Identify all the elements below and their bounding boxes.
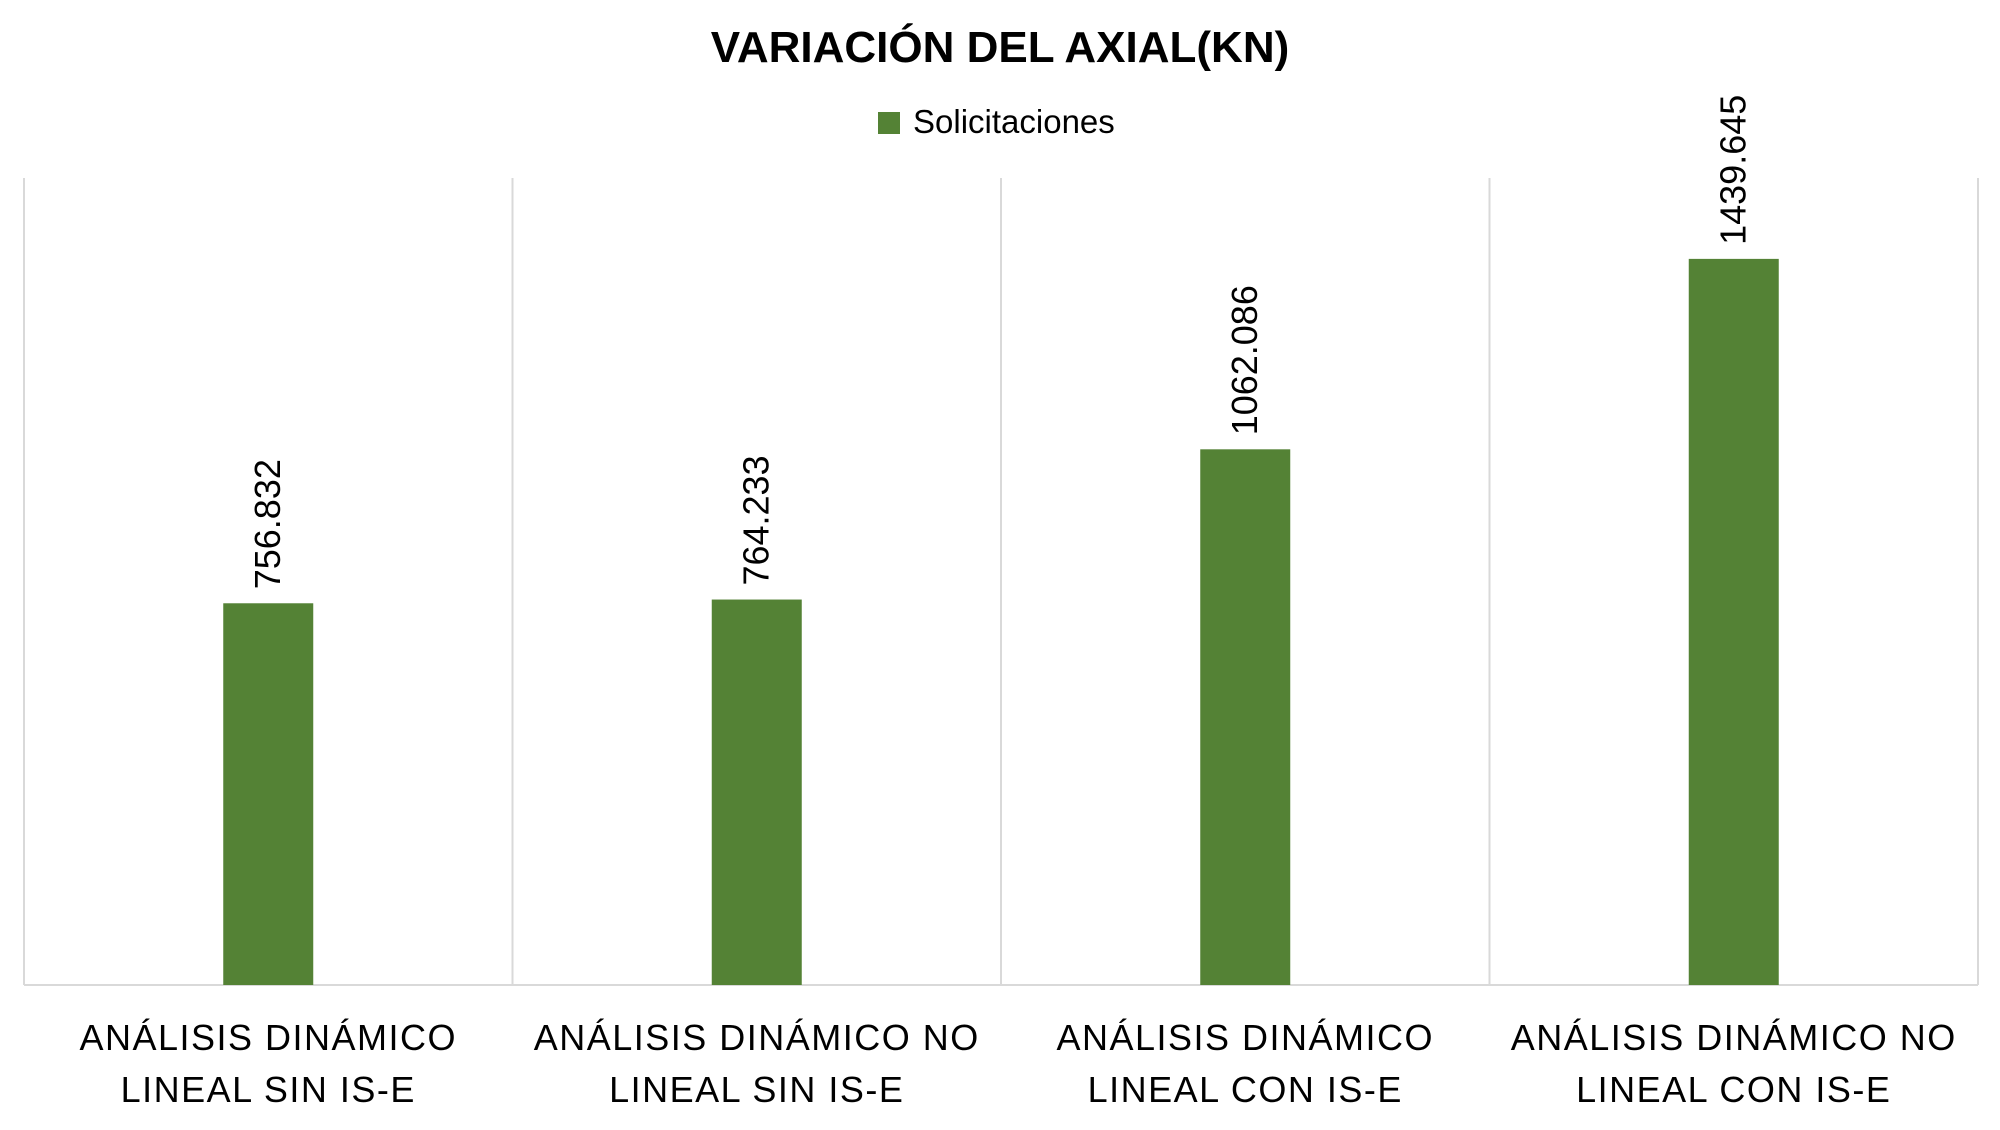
category-label-1-line-1: ANÁLISIS DINÁMICO [79, 1017, 457, 1058]
category-label-3-line-1: ANÁLISIS DINÁMICO [1056, 1017, 1434, 1058]
category-label-2-line-1: ANÁLISIS DINÁMICO NO [534, 1017, 980, 1058]
plot-area: 756.832 ANÁLISIS DINÁMICO LINEAL SIN IS-E 7… [23, 95, 1979, 1110]
legend: Solicitaciones [878, 103, 1115, 140]
legend-label-solicitaciones: Solicitaciones [913, 103, 1115, 140]
data-label-1: 756.832 [247, 459, 288, 589]
category-label-1-line-2: LINEAL SIN IS-E [121, 1069, 416, 1110]
data-label-4: 1439.645 [1713, 95, 1754, 245]
bar-4 [1688, 258, 1779, 986]
data-label-3: 1062.086 [1224, 285, 1265, 435]
category-label-3-line-2: LINEAL CON IS-E [1088, 1069, 1403, 1110]
legend-swatch-solicitaciones [878, 112, 900, 134]
data-label-2: 764.233 [736, 455, 777, 585]
bar-2 [711, 599, 802, 985]
category-label-4-line-2: LINEAL CON IS-E [1576, 1069, 1891, 1110]
bar-3 [1200, 449, 1291, 985]
category-label-2-line-2: LINEAL SIN IS-E [609, 1069, 904, 1110]
bar-1 [223, 603, 314, 985]
chart-title: VARIACIÓN DEL AXIAL(KN) [711, 22, 1290, 72]
category-label-4-line-1: ANÁLISIS DINÁMICO NO [1511, 1017, 1957, 1058]
